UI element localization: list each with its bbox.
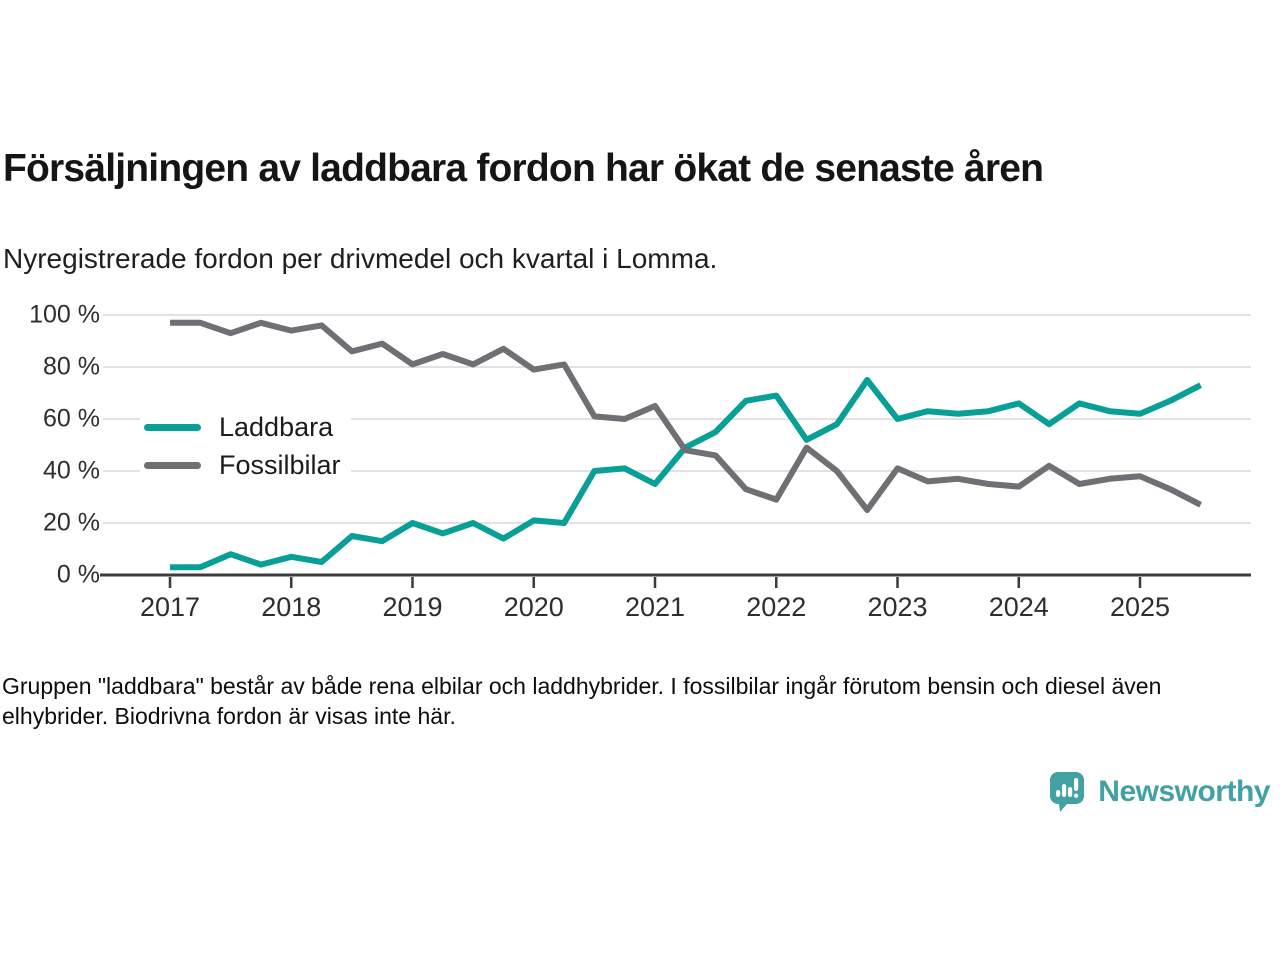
y-tick-label: 80 %: [43, 352, 100, 381]
x-tick-label: 2025: [1109, 592, 1171, 622]
x-tick-label: 2023: [867, 592, 928, 622]
x-tick-label: 2024: [988, 592, 1049, 622]
y-tick-label: 100 %: [29, 300, 100, 329]
chart-title: Försäljningen av laddbara fordon har öka…: [3, 147, 1044, 190]
legend-label: Fossilbilar: [219, 449, 341, 480]
y-tick-label: 0 %: [56, 560, 100, 589]
y-tick-label: 40 %: [43, 456, 100, 485]
x-tick-label: 2022: [746, 592, 807, 622]
chart-footnote: Gruppen "laddbara" består av både rena e…: [2, 673, 1162, 729]
newsworthy-logo: Newsworthy: [1050, 772, 1270, 812]
y-tick-label: 60 %: [43, 404, 100, 433]
legend-item-fossilbilar: Fossilbilar: [144, 446, 341, 484]
newsworthy-logo-text: Newsworthy: [1098, 775, 1270, 808]
y-tick-label: 20 %: [43, 508, 100, 537]
x-tick-label: 2021: [624, 592, 686, 622]
x-tick-label: 2017: [139, 592, 201, 622]
x-tick-label: 2018: [261, 592, 322, 622]
fossilbilar-line-swatch-icon: [144, 461, 201, 469]
newsworthy-speech-bubble-chart-icon: [1050, 772, 1085, 812]
chart-subtitle: Nyregistrerade fordon per drivmedel och …: [3, 243, 718, 274]
chart-legend: Laddbara Fossilbilar: [140, 406, 351, 490]
laddbara-line-swatch-icon: [144, 423, 201, 431]
legend-label: Laddbara: [219, 411, 334, 442]
x-tick-label: 2020: [503, 592, 564, 622]
x-tick-label: 2019: [382, 592, 443, 622]
legend-item-laddbara: Laddbara: [144, 408, 341, 446]
